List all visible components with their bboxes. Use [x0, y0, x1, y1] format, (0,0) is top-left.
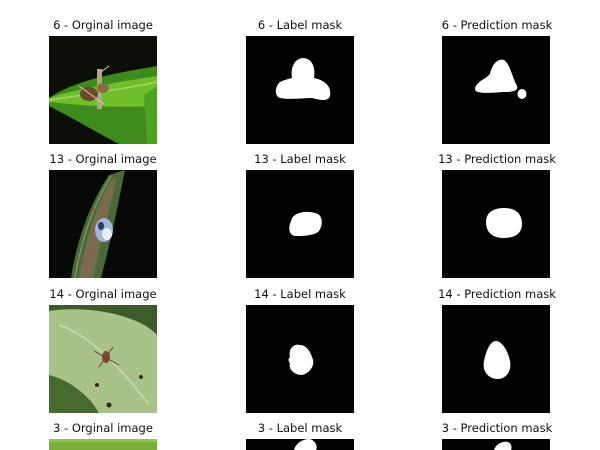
label-mask-title: 14 - Label mask: [254, 287, 346, 301]
prediction-mask-13: [442, 170, 550, 278]
original-image-6: [49, 36, 157, 144]
prediction-mask-title: 14 - Prediction mask: [438, 287, 556, 301]
prediction-mask-3: [442, 439, 550, 450]
prediction-mask-14: [442, 305, 550, 413]
original-image-title: 3 - Orginal image: [53, 421, 153, 435]
label-mask-title: 3 - Label mask: [257, 421, 343, 435]
original-image-title: 13 - Orginal image: [49, 152, 157, 166]
original-image-title: 14 - Orginal image: [49, 287, 157, 301]
label-mask-title: 13 - Label mask: [254, 152, 346, 166]
original-image-title: 6 - Orginal image: [53, 18, 153, 32]
original-image-14: [49, 305, 157, 413]
label-mask-3: [246, 439, 354, 450]
label-mask-14: [246, 305, 354, 413]
prediction-mask-title: 6 - Prediction mask: [441, 18, 553, 32]
prediction-mask-title: 13 - Prediction mask: [438, 152, 556, 166]
label-mask-13: [246, 170, 354, 278]
prediction-mask-title: 3 - Prediction mask: [441, 421, 553, 435]
label-mask-title: 6 - Label mask: [257, 18, 343, 32]
original-image-13: [49, 170, 157, 278]
label-mask-6: [246, 36, 354, 144]
original-image-3: [49, 439, 157, 450]
prediction-mask-6: [442, 36, 550, 144]
